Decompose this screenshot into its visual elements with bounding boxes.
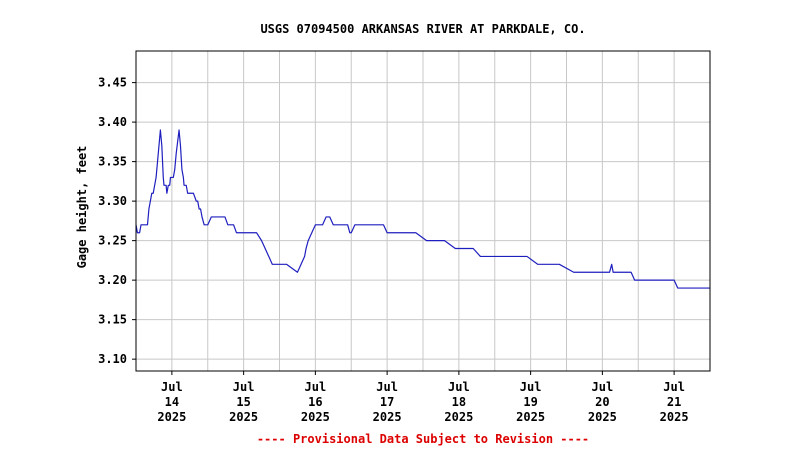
x-tick-year: 2025 — [157, 410, 186, 424]
x-tick-month: Jul — [448, 380, 470, 394]
x-tick-month: Jul — [376, 380, 398, 394]
y-tick-label: 3.15 — [98, 313, 127, 327]
series-layer — [135, 129, 710, 289]
provisional-data-note: ---- Provisional Data Subject to Revisio… — [257, 432, 589, 446]
y-axis-label: Gage height, feet — [75, 146, 89, 269]
x-tick-day: 18 — [452, 395, 466, 409]
x-tick-month: Jul — [592, 380, 614, 394]
x-tick-year: 2025 — [660, 410, 689, 424]
x-tick-month: Jul — [520, 380, 542, 394]
chart-title: USGS 07094500 ARKANSAS RIVER AT PARKDALE… — [260, 22, 585, 36]
x-tick-year: 2025 — [301, 410, 330, 424]
plot-frame — [135, 50, 711, 372]
x-tick-day: 21 — [667, 395, 681, 409]
y-tick-label: 3.45 — [98, 76, 127, 90]
y-tick-label: 3.40 — [98, 115, 127, 129]
x-tick-day: 14 — [165, 395, 179, 409]
x-tick-year: 2025 — [373, 410, 402, 424]
y-axis: 3.10 3.15 3.20 3.25 3.30 3.35 3.40 3.45 — [98, 76, 136, 366]
x-tick-day: 16 — [308, 395, 322, 409]
x-tick-month: Jul — [663, 380, 685, 394]
x-tick-year: 2025 — [516, 410, 545, 424]
x-axis: Jul142025Jul152025Jul162025Jul172025Jul1… — [157, 371, 689, 424]
y-tick-label: 3.10 — [98, 352, 127, 366]
y-tick-label: 3.20 — [98, 273, 127, 287]
x-tick-day: 17 — [380, 395, 394, 409]
x-tick-month: Jul — [161, 380, 183, 394]
series-line — [135, 129, 710, 289]
x-tick-year: 2025 — [588, 410, 617, 424]
x-tick-year: 2025 — [444, 410, 473, 424]
x-tick-month: Jul — [233, 380, 255, 394]
x-tick-month: Jul — [305, 380, 327, 394]
x-tick-day: 19 — [523, 395, 537, 409]
y-tick-label: 3.35 — [98, 155, 127, 169]
x-tick-year: 2025 — [229, 410, 258, 424]
y-tick-label: 3.25 — [98, 234, 127, 248]
y-tick-label: 3.30 — [98, 194, 127, 208]
x-tick-day: 20 — [595, 395, 609, 409]
x-tick-day: 15 — [236, 395, 250, 409]
grid — [136, 51, 710, 371]
